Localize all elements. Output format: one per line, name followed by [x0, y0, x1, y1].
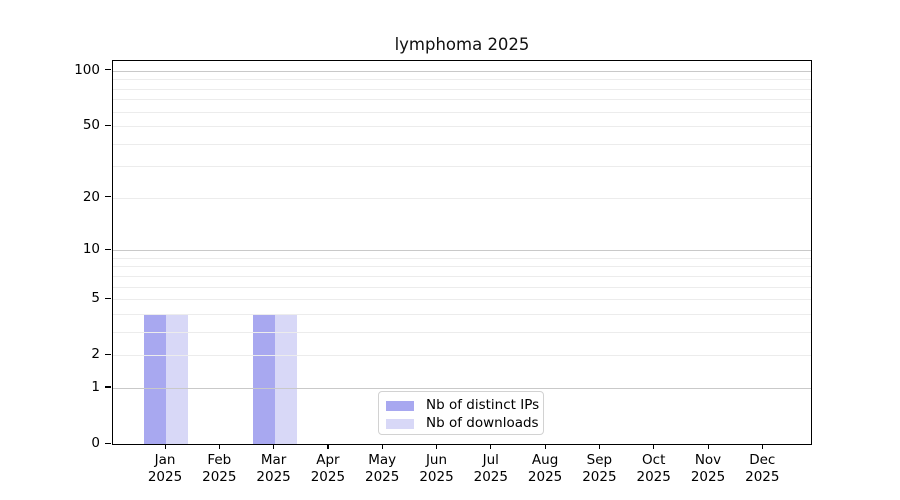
x-tick-mark	[490, 444, 492, 449]
x-tick-label-month: Feb	[207, 452, 232, 468]
x-tick-label: Nov 2025	[673, 452, 743, 485]
x-tick-label-year: 2025	[636, 468, 671, 485]
gridline-major	[113, 70, 811, 72]
x-tick-label: Jul 2025	[456, 452, 526, 485]
y-tick-mark	[105, 248, 111, 250]
gridline-major	[113, 387, 811, 389]
y-tick-label: 0	[91, 435, 100, 451]
x-tick-label-year: 2025	[745, 468, 780, 485]
x-tick-label: Aug 2025	[510, 452, 580, 485]
gridline-minor	[113, 88, 811, 90]
y-tick-mark	[105, 196, 111, 198]
y-tick-label: 2	[91, 346, 100, 363]
x-tick-label-month: Dec	[749, 452, 776, 468]
y-tick-mark	[105, 297, 111, 299]
y-tick-label: 10	[82, 241, 100, 258]
x-tick-label-year: 2025	[365, 468, 400, 485]
gridline-minor	[113, 79, 811, 81]
gridline-minor	[113, 257, 811, 259]
x-tick-mark	[327, 444, 329, 449]
x-tick-label: Oct 2025	[619, 452, 689, 485]
x-tick-label-month: Mar	[260, 452, 287, 468]
x-tick-mark	[436, 444, 438, 449]
y-tick-label: 100	[74, 61, 100, 78]
x-tick-label-month: Oct	[642, 452, 666, 468]
x-tick-label-year: 2025	[202, 468, 237, 485]
x-tick-label: Jun 2025	[402, 452, 472, 485]
x-tick-mark	[761, 444, 763, 449]
x-tick-mark	[707, 444, 709, 449]
legend-swatch-distinct-ips	[386, 400, 414, 411]
gridline-minor	[113, 331, 811, 333]
gridline-major	[113, 250, 811, 252]
legend-label-downloads: Nb of downloads	[426, 415, 539, 431]
x-tick-mark	[218, 444, 220, 449]
x-tick-label-year: 2025	[256, 468, 291, 485]
x-tick-label-year: 2025	[582, 468, 617, 485]
x-tick-label: Dec 2025	[727, 452, 797, 485]
x-tick-label-month: Jul	[482, 452, 499, 468]
gridline-minor	[113, 197, 811, 199]
y-tick-label: 5	[91, 290, 100, 307]
gridline-minor	[113, 143, 811, 145]
x-tick-label-month: May	[368, 452, 397, 468]
x-tick-label-year: 2025	[419, 468, 454, 485]
legend-row: Nb of downloads	[386, 415, 539, 432]
x-tick-label-year: 2025	[527, 468, 563, 485]
gridline-minor	[113, 166, 811, 168]
y-tick-label: 50	[82, 117, 100, 134]
x-tick-mark	[544, 444, 546, 449]
x-tick-label-year: 2025	[690, 468, 726, 485]
gridline-minor	[113, 126, 811, 128]
x-tick-label-month: Jan	[154, 452, 176, 468]
x-tick-label: Apr 2025	[293, 452, 363, 485]
x-tick-mark	[381, 444, 383, 449]
y-tick-mark	[105, 124, 111, 126]
x-tick-label-year: 2025	[147, 468, 183, 485]
y-tick-mark	[105, 69, 111, 71]
legend-row: Nb of distinct IPs	[386, 397, 539, 414]
x-tick-label: May 2025	[347, 452, 417, 485]
x-tick-mark	[273, 444, 275, 449]
y-tick-label: 1	[91, 378, 100, 395]
y-tick-mark	[105, 386, 111, 388]
plot-area	[112, 60, 812, 445]
bar-distinct-ips	[144, 313, 166, 444]
gridline-minor	[113, 275, 811, 277]
x-tick-label-year: 2025	[473, 468, 508, 485]
y-tick-mark	[105, 353, 111, 355]
gridline-minor	[113, 286, 811, 288]
gridline-minor	[113, 313, 811, 315]
legend-label-distinct-ips: Nb of distinct IPs	[426, 397, 540, 413]
x-tick-mark	[653, 444, 655, 449]
gridline-minor	[113, 299, 811, 301]
bar-distinct-ips	[252, 313, 275, 444]
x-tick-label-month: Apr	[316, 452, 340, 468]
gridline-minor	[113, 355, 811, 357]
x-tick-mark	[164, 444, 166, 449]
legend: Nb of distinct IPs Nb of downloads	[378, 391, 544, 435]
legend-swatch-downloads	[386, 418, 414, 429]
x-tick-label-month: Jun	[425, 452, 448, 468]
gridline-minor	[113, 99, 811, 101]
x-tick-label: Sep 2025	[564, 452, 634, 485]
x-tick-label: Jan 2025	[130, 452, 200, 485]
bar-downloads	[274, 313, 297, 444]
x-tick-label-month: Aug	[531, 452, 559, 468]
x-tick-label: Mar 2025	[239, 452, 309, 485]
y-tick-mark	[105, 442, 111, 444]
x-tick-label: Feb 2025	[184, 452, 254, 485]
bar-downloads	[166, 313, 188, 444]
x-tick-label-month: Nov	[694, 452, 722, 468]
gridline-minor	[113, 111, 811, 113]
chart-title: lymphoma 2025	[394, 35, 530, 54]
y-tick-label: 20	[82, 188, 100, 205]
gridline-minor	[113, 266, 811, 268]
x-tick-label-month: Sep	[586, 452, 613, 468]
x-tick-mark	[598, 444, 601, 449]
x-tick-label-year: 2025	[310, 468, 346, 485]
